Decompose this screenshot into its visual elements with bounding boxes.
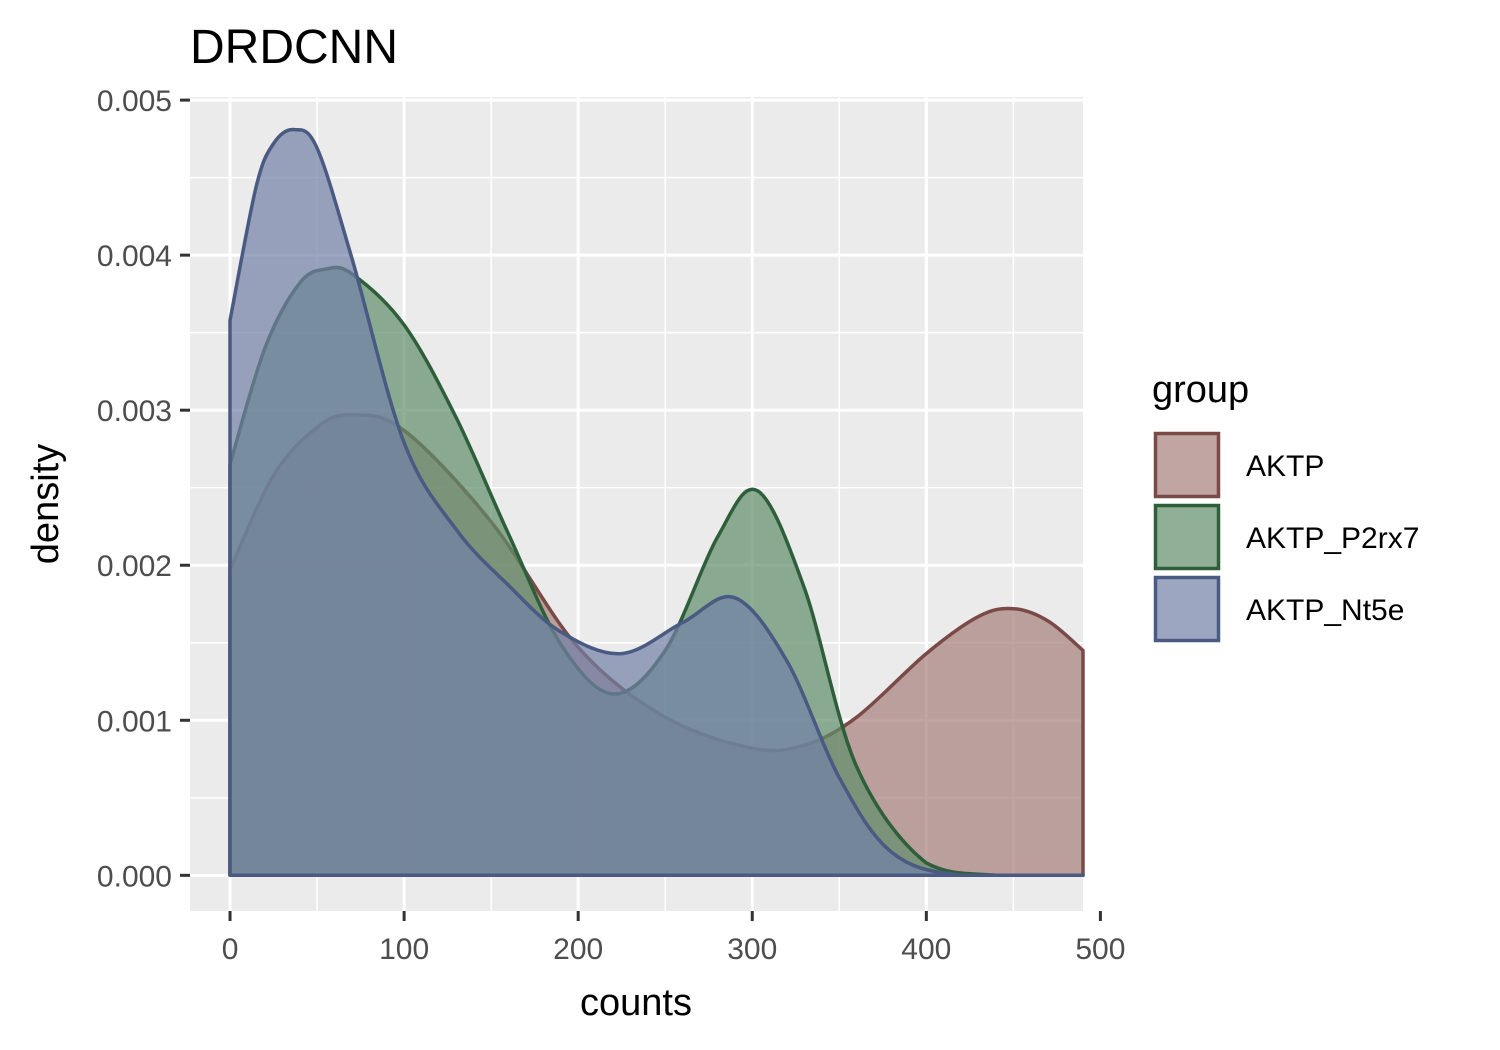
legend-swatch-aktp-p2rx7 [1153,503,1221,571]
x-axis: 0 100 200 300 400 500 [222,911,1125,966]
legend-swatch-aktp-nt5e [1153,575,1221,643]
x-tick-label: 0 [222,933,239,966]
y-axis: 0.000 0.001 0.002 0.003 0.004 0.005 [97,85,190,893]
chart-title: DRDCNN [190,21,398,74]
x-tick-label: 100 [379,933,429,966]
legend-title: group [1152,369,1249,411]
x-tick-label: 200 [553,933,603,966]
x-tick-label: 400 [901,933,951,966]
y-tick-label: 0.003 [97,395,172,428]
y-tick-label: 0.001 [97,705,172,738]
legend-label: AKTP_P2rx7 [1246,522,1419,555]
legend-swatch-aktp [1153,431,1221,499]
x-axis-title: counts [580,982,692,1024]
y-tick-label: 0.005 [97,85,172,118]
density-areas [228,127,1085,878]
legend-label: AKTP [1246,450,1324,483]
y-tick-label: 0.002 [97,550,172,583]
y-tick-label: 0.000 [97,860,172,893]
legend: group AKTP AKTP_P2rx7 AKTP_Nt5e [1152,369,1419,643]
density-area-aktp-nt5e [228,127,1085,878]
y-axis-title: density [25,444,67,564]
x-tick-label: 300 [727,933,777,966]
legend-label: AKTP_Nt5e [1246,594,1404,627]
y-tick-label: 0.004 [97,240,172,273]
x-tick-label: 500 [1075,933,1125,966]
